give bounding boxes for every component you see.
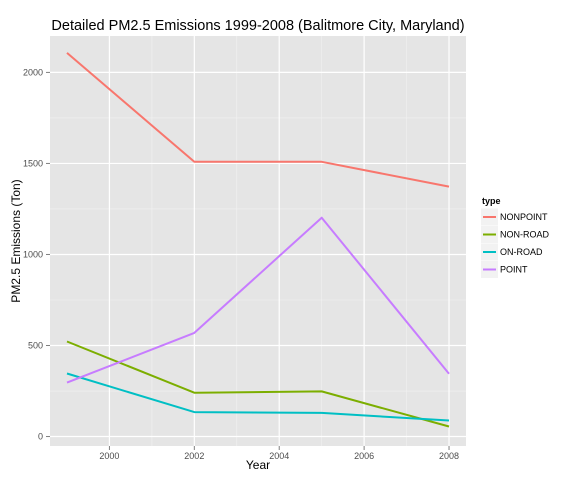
series-line-non-road — [66, 340, 450, 428]
grid-major — [50, 36, 466, 446]
x-tick-label: 2002 — [184, 451, 204, 461]
chart-title: Detailed PM2.5 Emissions 1999-2008 (Bali… — [51, 18, 464, 34]
y-axis-ticks: 0 500 1000 1500 2000 — [23, 67, 50, 442]
y-tick-label: 1500 — [23, 158, 43, 168]
series-line-on-road — [66, 372, 450, 422]
y-tick-label: 1000 — [23, 249, 43, 259]
x-axis-ticks: 2000 2002 2004 2006 2008 — [99, 446, 459, 461]
legend-label: NON-ROAD — [500, 230, 549, 240]
grid-minor — [50, 36, 466, 446]
x-tick-label: 2008 — [439, 451, 459, 461]
y-axis-title: PM2.5 Emissions (Ton) — [9, 179, 23, 302]
legend-label: NONPOINT — [500, 212, 548, 222]
x-axis-title: Year — [246, 458, 270, 472]
legend-label: ON-ROAD — [500, 247, 543, 257]
y-tick-label: 0 — [38, 432, 43, 442]
y-tick-label: 500 — [28, 341, 43, 351]
legend-label: POINT — [500, 265, 528, 275]
x-tick-label: 2006 — [354, 451, 374, 461]
series-line-point — [66, 216, 450, 384]
y-tick-label: 2000 — [23, 67, 43, 77]
series-lines — [66, 52, 450, 428]
x-tick-label: 2000 — [99, 451, 119, 461]
legend-items: NONPOINT NON-ROAD ON-ROAD POINT — [481, 208, 549, 278]
x-tick-label: 2004 — [269, 451, 289, 461]
series-line-nonpoint — [66, 52, 450, 188]
legend: type NONPOINT NON-ROAD ON-ROAD POINT — [481, 196, 549, 278]
plot-panel — [50, 36, 466, 446]
legend-title: type — [482, 196, 501, 206]
